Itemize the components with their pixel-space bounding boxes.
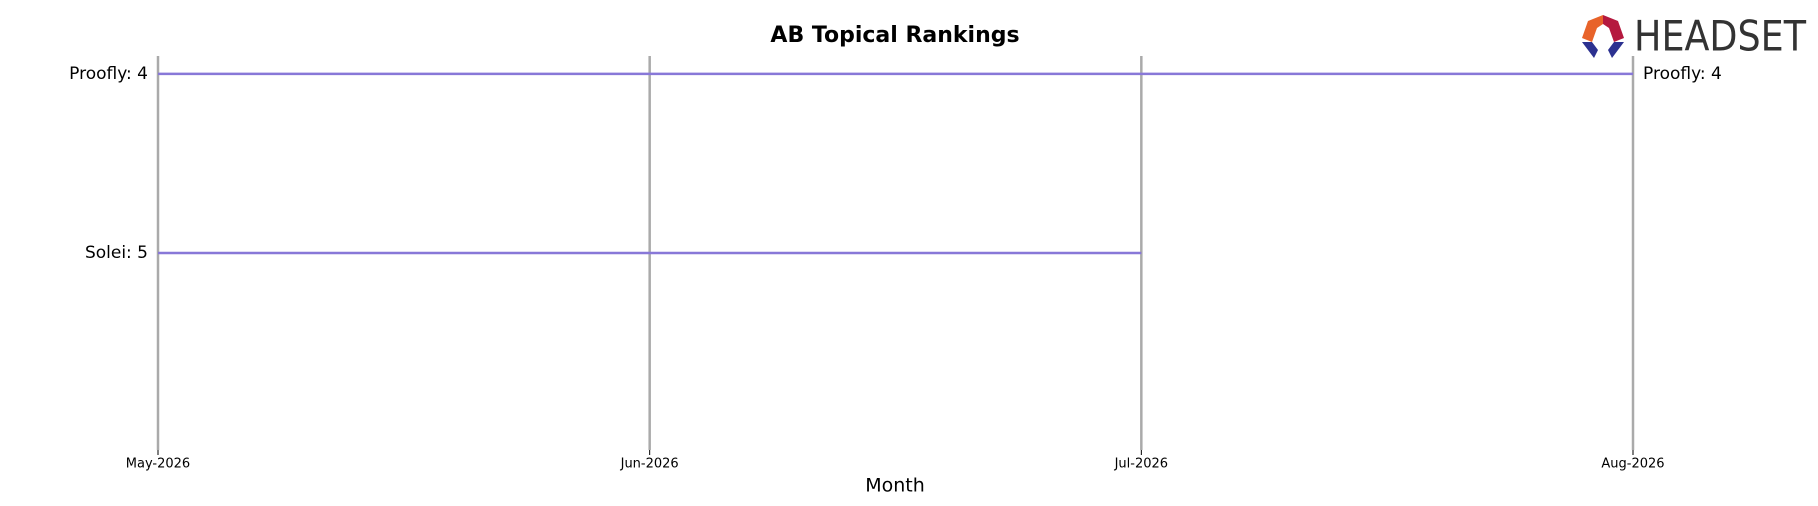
series-start-label: Proofly: 4 bbox=[69, 64, 148, 84]
logo-icon bbox=[1582, 42, 1598, 58]
x-tick-label: Aug-2026 bbox=[1601, 457, 1664, 472]
logo-icon bbox=[1608, 42, 1624, 58]
chart-title: AB Topical Rankings bbox=[770, 23, 1019, 48]
logo-icon bbox=[1603, 15, 1624, 42]
x-tick-label: May-2026 bbox=[126, 457, 190, 472]
logo: HEADSET bbox=[1582, 12, 1807, 61]
series-start-label: Solei: 5 bbox=[85, 243, 148, 263]
x-tick-label: Jun-2026 bbox=[620, 457, 679, 472]
x-axis-label: Month bbox=[865, 475, 925, 497]
x-tick-label: Jul-2026 bbox=[1114, 457, 1168, 472]
logo-icon bbox=[1582, 15, 1603, 42]
logo-text: HEADSET bbox=[1634, 12, 1807, 61]
series-end-label: Proofly: 4 bbox=[1643, 64, 1722, 84]
